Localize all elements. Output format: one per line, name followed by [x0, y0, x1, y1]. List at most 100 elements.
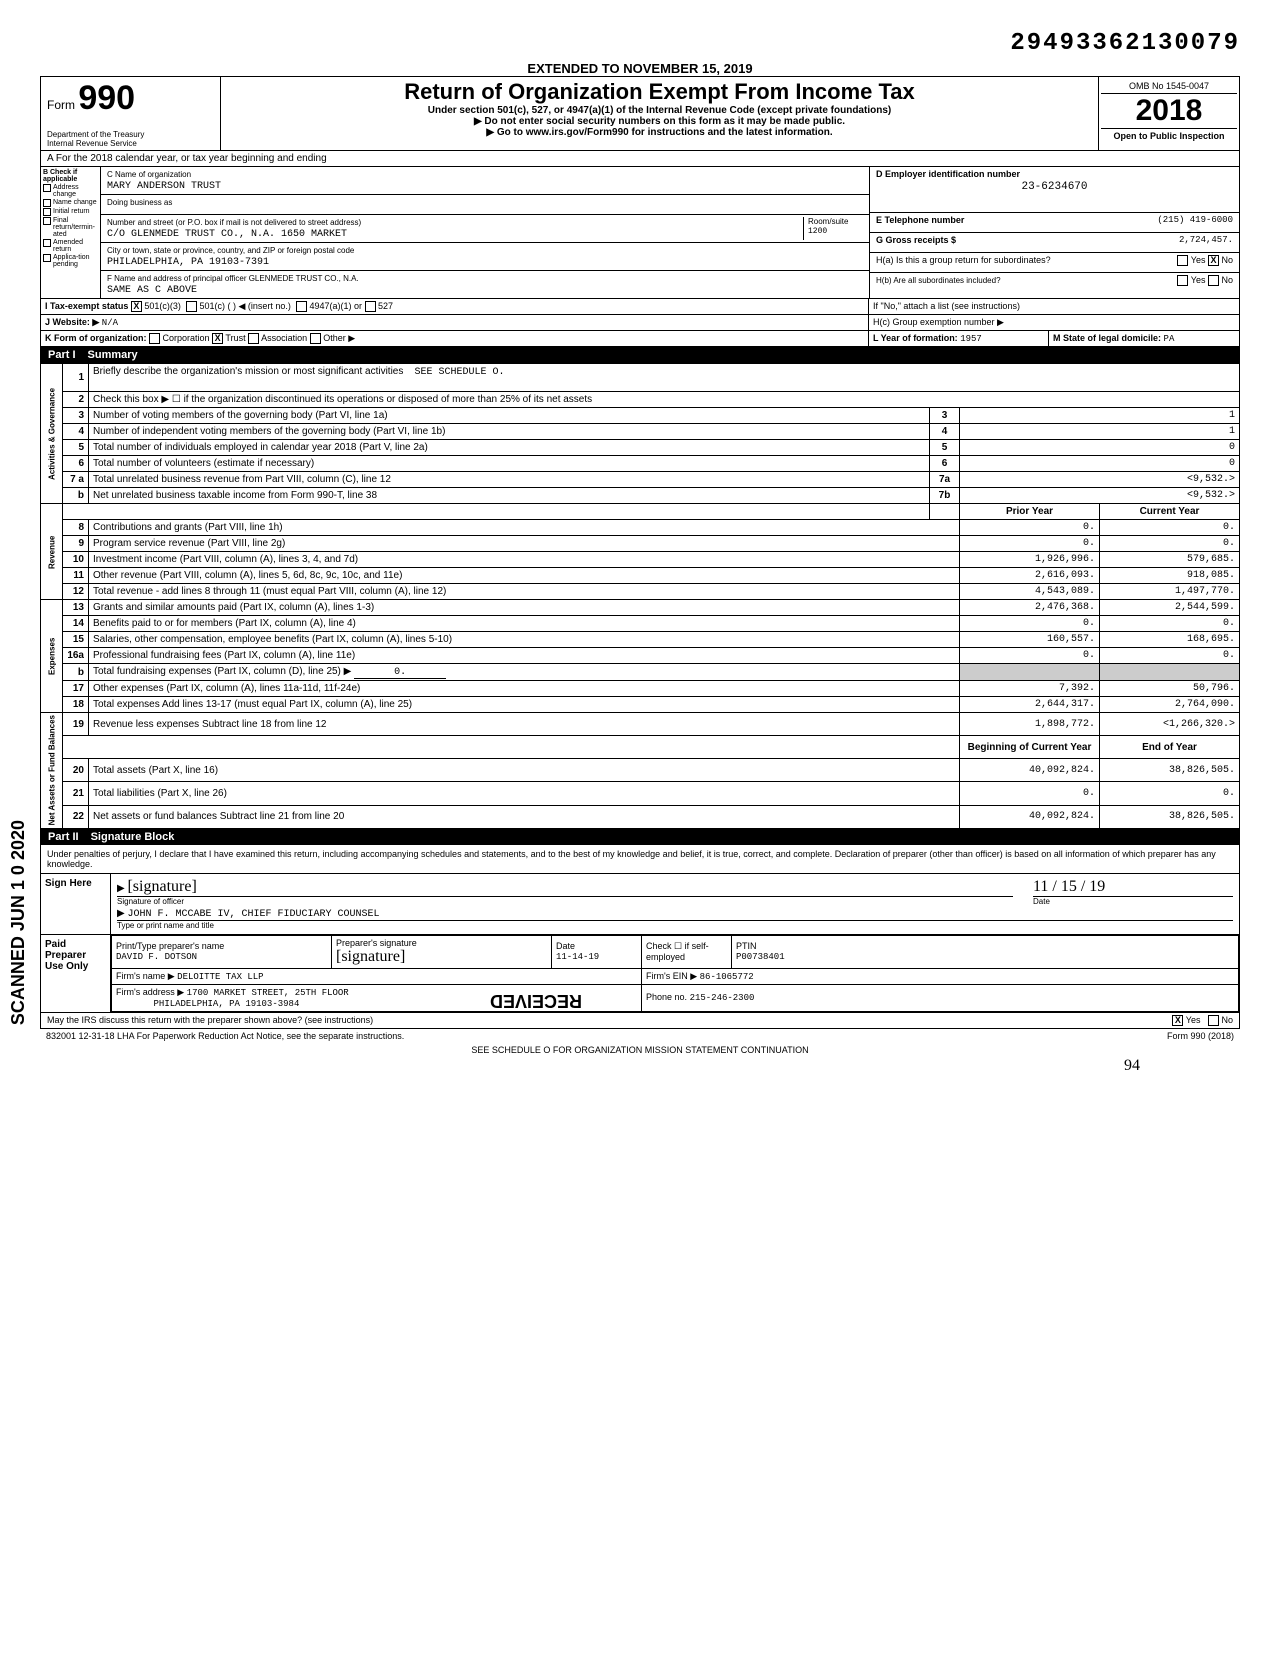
cb-527[interactable]	[365, 301, 376, 312]
checkbox-name[interactable]	[43, 199, 51, 207]
c13: 2,544,599.	[1100, 600, 1240, 616]
prep-name-label: Print/Type preparer's name	[116, 941, 224, 951]
discuss-yes[interactable]: X	[1172, 1015, 1183, 1026]
cb-initial: Initial return	[53, 208, 90, 216]
line16b: Total fundraising expenses (Part IX, col…	[93, 666, 351, 677]
c11: 918,085.	[1100, 568, 1240, 584]
cb-final: Final return/termin-ated	[53, 217, 98, 238]
checkbox-final[interactable]	[43, 217, 51, 225]
c8: 0.	[1100, 520, 1240, 536]
ha-no[interactable]: X	[1208, 255, 1219, 266]
line15: Salaries, other compensation, employee b…	[89, 632, 960, 648]
cb-name: Name change	[53, 199, 97, 207]
v4: 1	[960, 424, 1240, 440]
line20: Total assets (Part X, line 16)	[89, 759, 960, 782]
ha-yes[interactable]	[1177, 255, 1188, 266]
prep-sig-label: Preparer's signature	[336, 938, 417, 948]
firm-ein: 86-1065772	[700, 972, 754, 982]
firm-name-label: Firm's name ▶	[116, 971, 175, 981]
state-label: M State of legal domicile:	[1053, 333, 1161, 343]
hdr-end: End of Year	[1100, 736, 1240, 759]
checkbox-amended[interactable]	[43, 239, 51, 247]
tel: (215) 419-6000	[1157, 215, 1233, 225]
summary-table: Activities & Governance 1 Briefly descri…	[40, 363, 1240, 828]
line5: Total number of individuals employed in …	[89, 440, 930, 456]
cb-addr: Address change	[53, 184, 98, 198]
cb-other[interactable]	[310, 333, 321, 344]
p8: 0.	[960, 520, 1100, 536]
line12: Total revenue - add lines 8 through 11 (…	[89, 584, 960, 600]
ptin-label: PTIN	[736, 941, 757, 951]
line16b-val: 0.	[354, 667, 446, 679]
cb-501c[interactable]	[186, 301, 197, 312]
arrow-1: ▶ Do not enter social security numbers o…	[229, 116, 1090, 127]
discuss-no[interactable]	[1208, 1015, 1219, 1026]
hb-no[interactable]	[1208, 275, 1219, 286]
officer-name: JOHN F. MCCABE IV, CHIEF FIDUCIARY COUNS…	[127, 909, 379, 920]
cb-app: Applica-tion pending	[53, 254, 98, 268]
cb-trust[interactable]: X	[212, 333, 223, 344]
p17: 7,392.	[960, 681, 1100, 697]
sign-here: Sign Here	[41, 874, 111, 934]
p19: 1,898,772.	[960, 713, 1100, 736]
checkbox-initial[interactable]	[43, 208, 51, 216]
checkbox-app[interactable]	[43, 254, 51, 262]
name-label: C Name of organization	[107, 170, 191, 179]
line8: Contributions and grants (Part VIII, lin…	[89, 520, 960, 536]
cb-corp[interactable]	[149, 333, 160, 344]
line16a: Professional fundraising fees (Part IX, …	[89, 648, 960, 664]
assoc: Association	[261, 333, 307, 343]
p11: 2,616,093.	[960, 568, 1100, 584]
cb-4947[interactable]	[296, 301, 307, 312]
row-a: A For the 2018 calendar year, or tax yea…	[40, 151, 1240, 167]
501c: 501(c) (	[199, 301, 230, 311]
received-stamp: RECEIVED	[490, 990, 582, 1011]
p16a: 0.	[960, 648, 1100, 664]
cb-assoc[interactable]	[248, 333, 259, 344]
c20: 38,826,505.	[1100, 759, 1240, 782]
side-activities: Activities & Governance	[41, 364, 63, 504]
line7a: Total unrelated business revenue from Pa…	[89, 472, 930, 488]
p14: 0.	[960, 616, 1100, 632]
ha-label: H(a) Is this a group return for subordin…	[876, 255, 1051, 265]
c14: 0.	[1100, 616, 1240, 632]
527: 527	[378, 301, 393, 311]
prep-date: 11-14-19	[556, 952, 599, 962]
col-b-checkboxes: B Check if applicable Address change Nam…	[41, 167, 101, 298]
c12: 1,497,770.	[1100, 584, 1240, 600]
yes: Yes	[1186, 1015, 1201, 1025]
officer-label: F Name and address of principal officer …	[107, 274, 359, 283]
discuss: May the IRS discuss this return with the…	[47, 1015, 373, 1026]
form-prefix: Form	[47, 98, 75, 112]
cb-501c3[interactable]: X	[131, 301, 142, 312]
hdr-prior: Prior Year	[960, 504, 1100, 520]
prep-name: DAVID F. DOTSON	[116, 952, 197, 962]
p10: 1,926,996.	[960, 552, 1100, 568]
part2-label: Part II	[48, 831, 79, 843]
hb-yes[interactable]	[1177, 275, 1188, 286]
4947a1: 4947(a)(1) or	[309, 301, 362, 311]
tax-year: 2018	[1101, 94, 1237, 128]
tel-label: E Telephone number	[876, 215, 964, 225]
checkbox-addr[interactable]	[43, 184, 51, 192]
form-org-label: K Form of organization:	[45, 333, 147, 343]
line14: Benefits paid to or for members (Part IX…	[89, 616, 960, 632]
gross-label: G Gross receipts $	[876, 235, 956, 245]
c21: 0.	[1100, 782, 1240, 805]
addr-label: Number and street (or P.O. box if mail i…	[107, 218, 361, 227]
omb: OMB No 1545-0047	[1101, 79, 1237, 94]
part1-title: Summary	[88, 349, 138, 361]
room-label: Room/suite	[808, 217, 848, 226]
sig-officer-label: Signature of officer	[117, 896, 1013, 906]
phone: 215-246-2300	[690, 993, 755, 1003]
c18: 2,764,090.	[1100, 697, 1240, 713]
part2-title: Signature Block	[91, 831, 175, 843]
scanned-stamp: SCANNED JUN 1 0 2020	[8, 820, 29, 1025]
line22: Net assets or fund balances Subtract lin…	[89, 805, 960, 828]
gross: 2,724,457.	[1179, 235, 1233, 245]
line1-val: SEE SCHEDULE O.	[415, 367, 505, 378]
line11: Other revenue (Part VIII, column (A), li…	[89, 568, 960, 584]
footer-form: Form 990 (2018)	[1167, 1031, 1234, 1041]
c17: 50,796.	[1100, 681, 1240, 697]
ein-label: D Employer identification number	[876, 169, 1020, 179]
